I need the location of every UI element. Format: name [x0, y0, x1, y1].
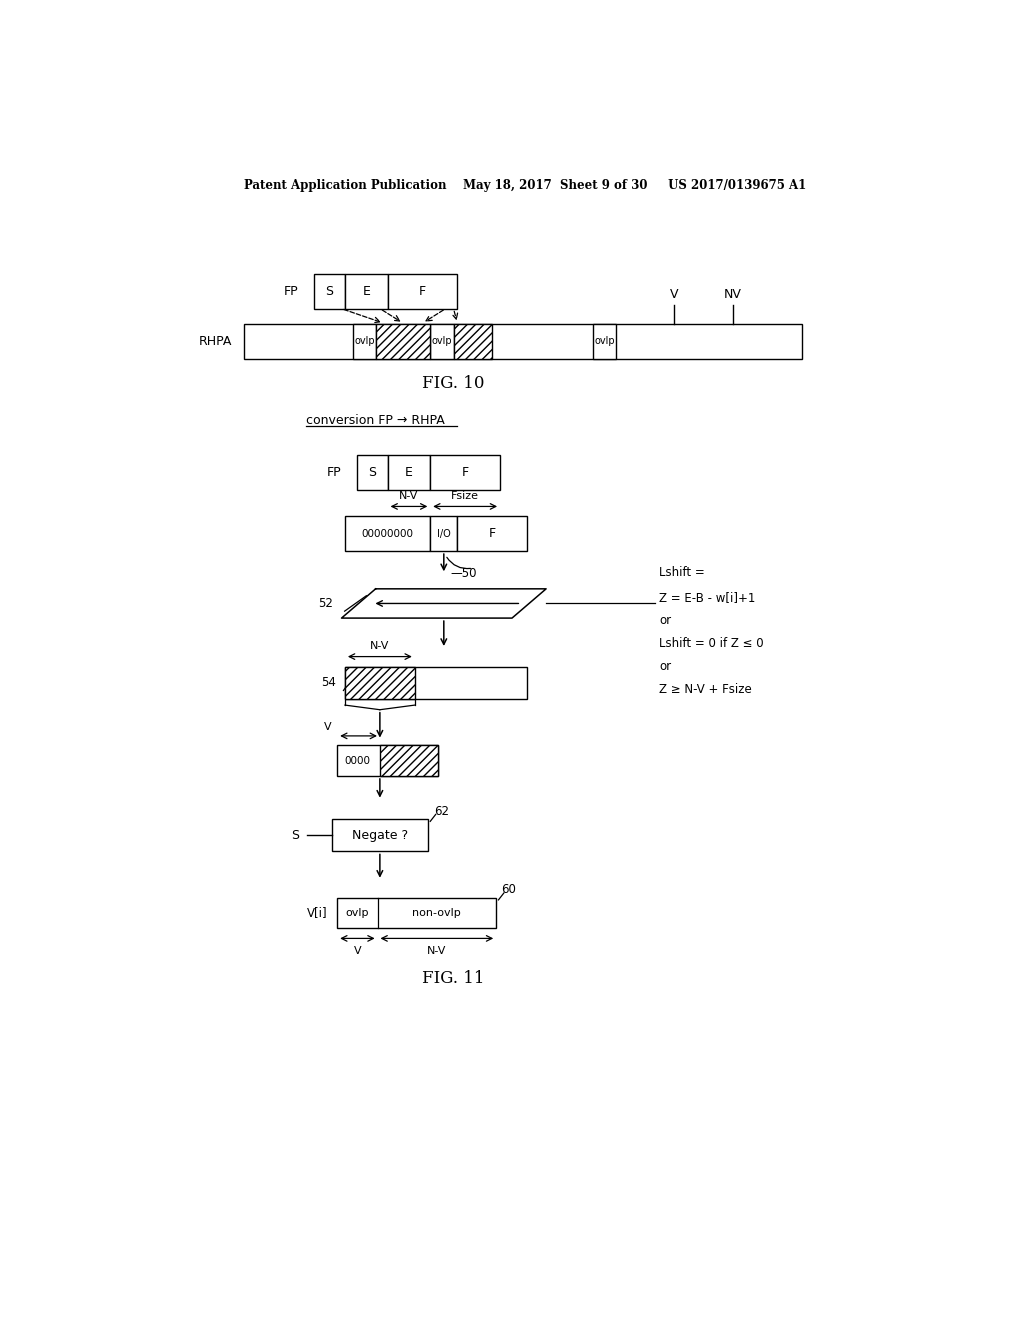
Text: E: E	[362, 285, 371, 298]
Text: 54: 54	[321, 676, 336, 689]
FancyBboxPatch shape	[380, 744, 438, 776]
Text: N-V: N-V	[371, 642, 389, 651]
Text: Lshift =: Lshift =	[658, 566, 705, 579]
Text: or: or	[658, 614, 671, 627]
Text: RHPA: RHPA	[200, 335, 232, 347]
FancyBboxPatch shape	[376, 323, 430, 359]
FancyBboxPatch shape	[388, 275, 458, 309]
FancyBboxPatch shape	[245, 323, 802, 359]
Text: 52: 52	[318, 597, 333, 610]
Text: 62: 62	[434, 804, 450, 817]
Text: FP: FP	[327, 466, 341, 479]
Text: 0000: 0000	[344, 755, 371, 766]
Text: 60: 60	[501, 883, 516, 896]
FancyBboxPatch shape	[345, 275, 388, 309]
Text: ovlp: ovlp	[431, 337, 453, 346]
FancyBboxPatch shape	[314, 275, 345, 309]
Text: 00000000: 00000000	[361, 529, 414, 539]
FancyBboxPatch shape	[458, 516, 527, 552]
Text: S: S	[326, 285, 334, 298]
Polygon shape	[342, 589, 546, 618]
FancyBboxPatch shape	[345, 516, 430, 552]
Text: Fsize: Fsize	[452, 491, 479, 502]
FancyBboxPatch shape	[430, 516, 458, 552]
Text: S: S	[291, 829, 299, 842]
Text: ovlp: ovlp	[354, 337, 375, 346]
Text: V[i]: V[i]	[307, 907, 328, 920]
Text: FP: FP	[284, 285, 299, 298]
Text: F: F	[488, 527, 496, 540]
FancyBboxPatch shape	[593, 323, 616, 359]
Text: I/O: I/O	[437, 529, 451, 539]
Text: Z = E-B - w[i]+1: Z = E-B - w[i]+1	[658, 591, 756, 603]
Text: or: or	[658, 660, 671, 673]
FancyBboxPatch shape	[356, 455, 388, 490]
Text: ovlp: ovlp	[346, 908, 369, 917]
Text: NV: NV	[724, 288, 741, 301]
Text: F: F	[419, 285, 426, 298]
FancyBboxPatch shape	[430, 455, 500, 490]
FancyBboxPatch shape	[352, 323, 376, 359]
Text: V: V	[670, 288, 679, 301]
FancyBboxPatch shape	[332, 818, 428, 851]
Text: FIG. 11: FIG. 11	[422, 970, 484, 987]
Text: N-V: N-V	[427, 946, 446, 956]
Text: F: F	[462, 466, 469, 479]
Text: V: V	[324, 722, 331, 733]
Text: non-ovlp: non-ovlp	[413, 908, 461, 917]
FancyBboxPatch shape	[345, 667, 527, 700]
Text: conversion FP → RHPA: conversion FP → RHPA	[306, 413, 445, 426]
Text: Z ≥ N-V + Fsize: Z ≥ N-V + Fsize	[658, 684, 752, 696]
Text: —50: —50	[450, 566, 476, 579]
Text: Patent Application Publication    May 18, 2017  Sheet 9 of 30     US 2017/013967: Patent Application Publication May 18, 2…	[244, 178, 806, 191]
Text: ovlp: ovlp	[594, 337, 615, 346]
Text: S: S	[368, 466, 376, 479]
Text: V: V	[353, 946, 361, 956]
Text: E: E	[406, 466, 413, 479]
FancyBboxPatch shape	[430, 323, 454, 359]
FancyBboxPatch shape	[337, 744, 438, 776]
Text: FIG. 10: FIG. 10	[422, 375, 484, 392]
FancyBboxPatch shape	[345, 667, 415, 700]
FancyBboxPatch shape	[388, 455, 430, 490]
Text: Lshift = 0 if Z ≤ 0: Lshift = 0 if Z ≤ 0	[658, 638, 764, 649]
Text: N-V: N-V	[399, 491, 419, 502]
FancyBboxPatch shape	[337, 898, 496, 928]
Text: Negate ?: Negate ?	[352, 829, 408, 842]
FancyBboxPatch shape	[454, 323, 493, 359]
